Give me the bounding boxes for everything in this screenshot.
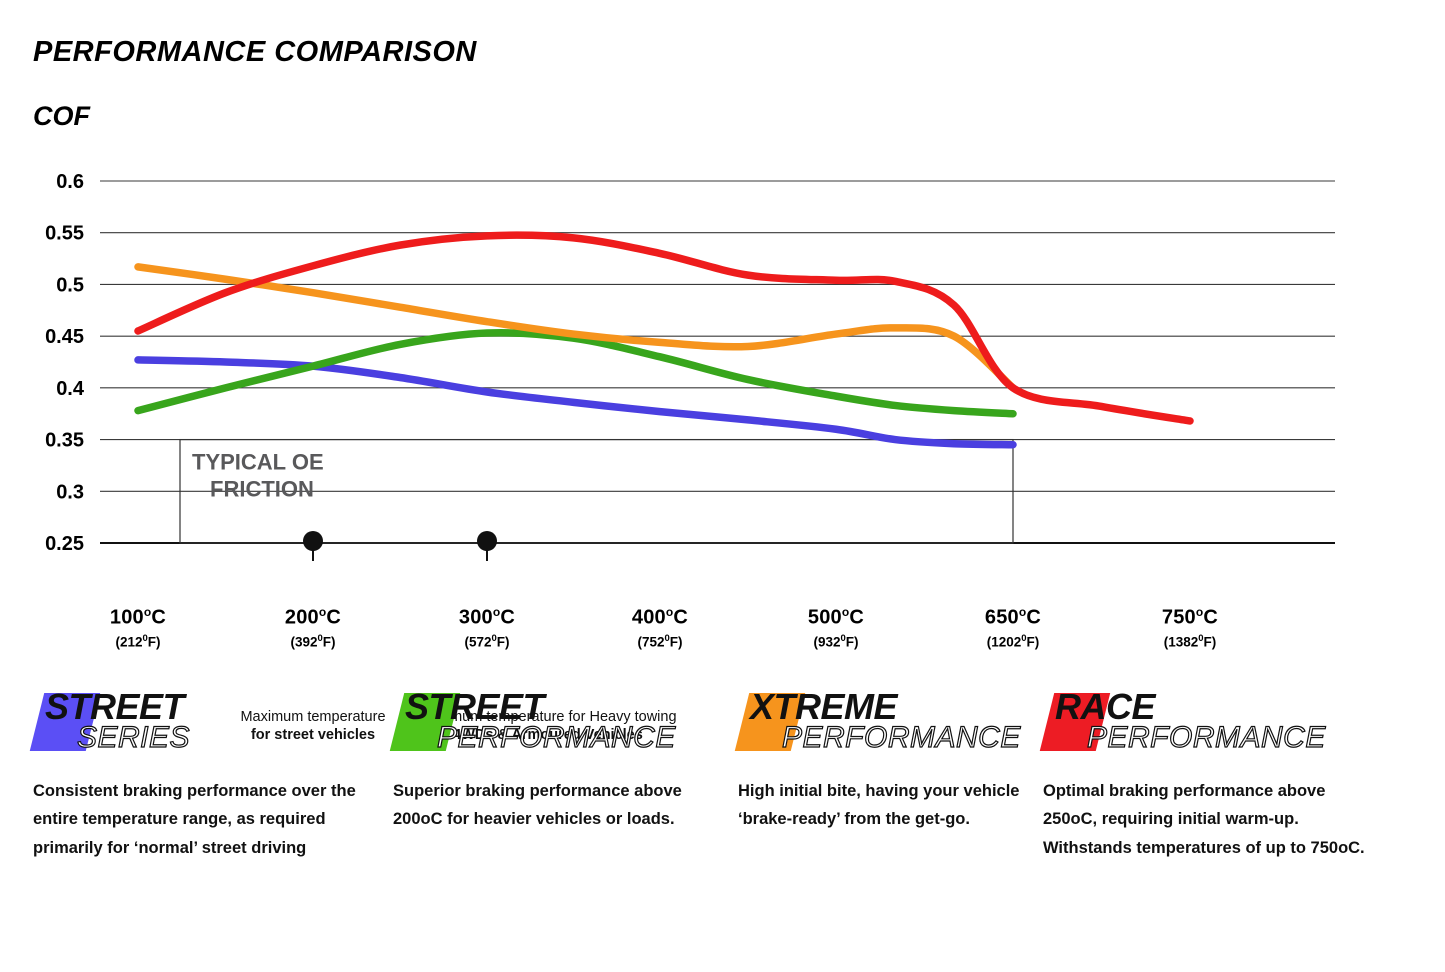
x-axis-tick-300: 300oC (5720F) [422, 605, 552, 649]
y-axis-tick-labels: 0.6 0.55 0.5 0.45 0.4 0.35 0.3 0.25 [45, 171, 85, 555]
x-axis-tick-labels: 100oC (2120F) 200oC (3920F) 300oC (5720F) 400o… [0, 605, 1445, 660]
page-title: PERFORMANCE COMPARISON [33, 36, 477, 68]
x-tick-celsius: 200oC [284, 605, 342, 629]
performance-chart: 0.6 0.55 0.5 0.45 0.4 0.35 0.3 0.25 TYPICAL OE F… [0, 150, 1445, 743]
x-tick-celsius: 300oC [458, 605, 516, 629]
logo-bottom-text: PERFORMANCE [1086, 720, 1326, 754]
x-tick-fahrenheit: (3920F) [290, 632, 336, 650]
marker-note-towing-line2: 4WDs & Armoured Vehicles [453, 727, 643, 744]
series-line-street-series [134, 356, 1017, 449]
marker-note-street-line2: for street vehicles [250, 727, 376, 744]
logo-street-performance: STREET PERFORMANCE [389, 685, 723, 757]
marker-note-street: Maximum temperature for street vehicles [213, 708, 413, 744]
x-tick-celsius: 400oC [631, 605, 689, 629]
x-axis-tick-500: 500oC (9320F) [771, 605, 901, 649]
x-tick-celsius: 650oC [984, 605, 1042, 629]
logo-xtreme-performance: XTREME PERFORMANCE [734, 685, 1028, 757]
logo-bottom-text: PERFORMANCE [436, 720, 676, 754]
legend-description: Superior braking performance above 200oC… [393, 782, 682, 829]
x-axis-tick-100: 100oC (2120F) [73, 605, 203, 649]
series-line-race-performance [134, 231, 1194, 425]
legend-card-street-series: STREET SERIES Consistent braking perform… [29, 685, 378, 862]
marker-note-towing: Maximum temperature for Heavy towing 4WD… [348, 708, 748, 744]
x-tick-fahrenheit: (2120F) [115, 632, 161, 650]
y-axis-title: COF [33, 101, 90, 131]
legend-description: Optimal braking performance above 250oC,… [1043, 782, 1365, 857]
legend-card-xtreme-performance: XTREME PERFORMANCE High initial bite, ha… [734, 685, 1028, 834]
legend: STREET SERIES Consistent braking perform… [0, 685, 1445, 965]
y-axis-tick-label: 0.25 [45, 533, 84, 555]
y-axis-tick-label: 0.4 [56, 378, 85, 400]
logo-street-series: STREET SERIES [29, 685, 378, 757]
temperature-markers [303, 531, 497, 561]
logo-top-text: RACE [1055, 686, 1156, 727]
series-lines [134, 231, 1194, 449]
chart-plot-svg: 0.6 0.55 0.5 0.45 0.4 0.35 0.3 0.25 TYPICAL OEF… [45, 171, 1335, 561]
logo-race-performance: RACE PERFORMANCE [1039, 685, 1378, 757]
marker-note-street-line1: Maximum temperature [240, 709, 386, 725]
x-axis-tick-400: 400oC (7520F) [595, 605, 725, 649]
oe-band-label-line2: FRICTION [210, 477, 314, 502]
x-tick-celsius: 100oC [109, 605, 167, 629]
logo-bottom-text: PERFORMANCE [781, 720, 1021, 754]
marker-dot-max-temp-street [303, 531, 323, 551]
x-tick-fahrenheit: (5720F) [464, 632, 510, 650]
y-axis-tick-label: 0.45 [45, 326, 84, 348]
legend-card-street-performance: STREET PERFORMANCE Superior braking perf… [389, 685, 723, 834]
y-axis-tick-label: 0.6 [56, 171, 84, 193]
series-line-street-performance [134, 329, 1017, 418]
logo-top-text: STREET [45, 686, 185, 727]
series-line-xtreme-performance [134, 263, 1017, 392]
oe-band-rect [179, 438, 1014, 544]
x-axis-tick-650: 650oC (12020F) [948, 605, 1078, 649]
y-axis-tick-label: 0.55 [45, 223, 84, 245]
x-tick-celsius: 500oC [807, 605, 865, 629]
logo-bottom-text: SERIES [76, 720, 191, 754]
oe-band-label-line1: TYPICAL OE [192, 450, 324, 475]
legend-description: High initial bite, having your vehicle ‘… [738, 782, 1020, 829]
legend-description: Consistent braking performance over the … [33, 782, 356, 857]
logo-top-text: STREET [405, 686, 545, 727]
x-tick-fahrenheit: (7520F) [637, 632, 683, 650]
x-tick-fahrenheit: (13820F) [1163, 632, 1217, 650]
marker-dot-max-temp-towing [477, 531, 497, 551]
legend-card-race-performance: RACE PERFORMANCE Optimal braking perform… [1039, 685, 1378, 862]
y-axis-tick-label: 0.35 [45, 430, 84, 452]
x-tick-fahrenheit: (9320F) [813, 632, 859, 650]
marker-note-towing-line1: Maximum temperature for Heavy towing [419, 709, 677, 725]
y-axis-tick-label: 0.5 [56, 274, 84, 296]
y-axis-tick-label: 0.3 [56, 481, 84, 503]
x-tick-fahrenheit: (12020F) [986, 632, 1040, 650]
x-tick-celsius: 750oC [1161, 605, 1219, 629]
x-axis-tick-200: 200oC (3920F) [248, 605, 378, 649]
logo-top-text: XTREME [750, 686, 898, 727]
x-axis-tick-750: 750oC (13820F) [1125, 605, 1255, 649]
